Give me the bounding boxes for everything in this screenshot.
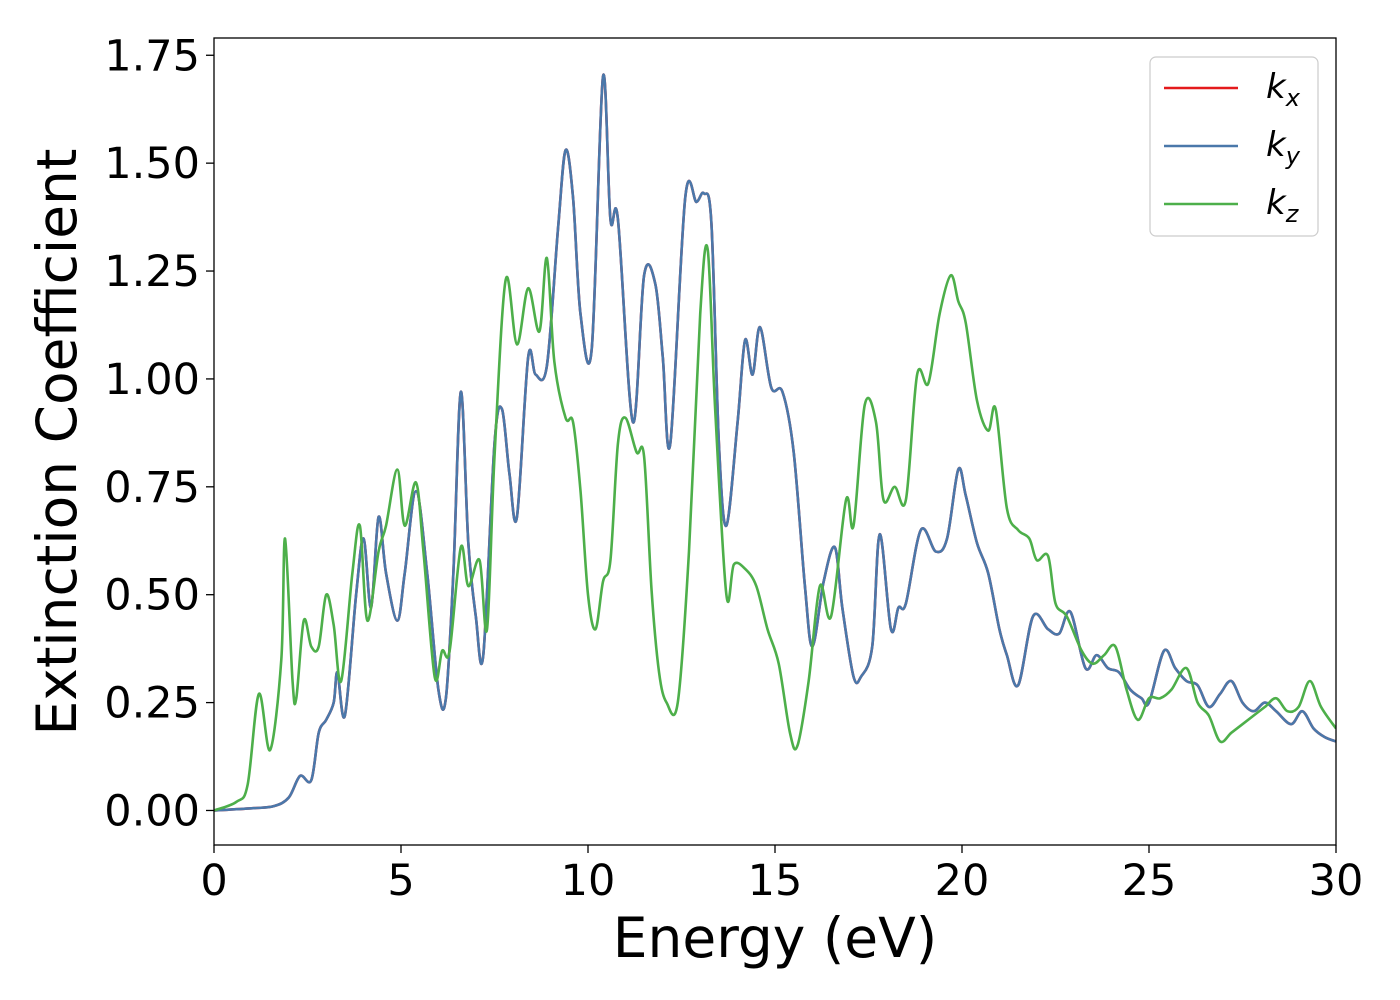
legend-label-base: k <box>1266 183 1287 223</box>
y-tick-label: 0.50 <box>104 571 200 621</box>
x-axis-title: Energy (eV) <box>613 906 937 970</box>
legend-label-sub: y <box>1285 142 1301 170</box>
x-tick-label: 30 <box>1309 856 1364 906</box>
series-line-k-z <box>214 243 1336 812</box>
legend-label-sub: x <box>1285 84 1301 112</box>
y-tick-label: 0.00 <box>104 786 200 836</box>
y-tick-label: 1.00 <box>104 355 200 405</box>
x-axis-ticks: 0 5 10 15 20 25 30 <box>200 845 1363 906</box>
legend-label-sub: z <box>1285 200 1300 228</box>
legend-label: ky <box>1266 125 1301 170</box>
series-layer <box>214 73 1336 812</box>
x-tick-label: 10 <box>561 856 616 906</box>
x-tick-label: 0 <box>200 856 227 906</box>
legend-label-base: k <box>1266 67 1287 107</box>
legend-label: kz <box>1266 183 1300 228</box>
series-line-k-y <box>214 73 1336 812</box>
y-axis-title: Extinction Coefficient <box>25 149 89 736</box>
y-axis-ticks: 0.00 0.25 0.50 0.75 1.00 1.25 1.50 1.75 <box>104 31 214 836</box>
legend-label: kx <box>1266 67 1301 112</box>
y-tick-label: 0.25 <box>104 679 200 729</box>
x-tick-label: 15 <box>748 856 803 906</box>
y-tick-label: 1.25 <box>104 247 200 297</box>
y-tick-label: 1.75 <box>104 31 200 81</box>
y-tick-label: 1.50 <box>104 139 200 189</box>
x-tick-label: 20 <box>935 856 990 906</box>
y-tick-label: 0.75 <box>104 463 200 513</box>
x-tick-label: 5 <box>387 856 414 906</box>
legend-label-base: k <box>1266 125 1287 165</box>
x-tick-label: 25 <box>1122 856 1177 906</box>
